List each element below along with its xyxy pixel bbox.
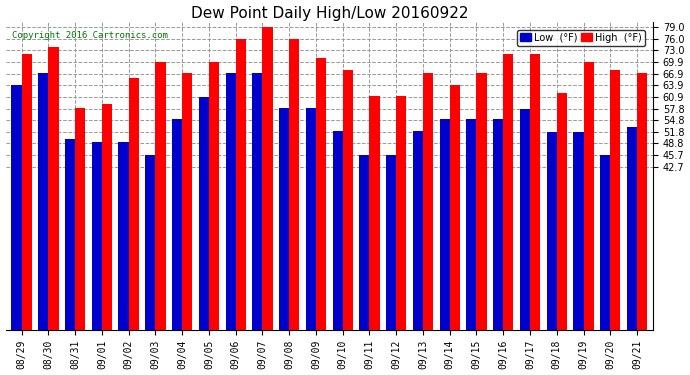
- Bar: [573, 132, 584, 330]
- Bar: [145, 155, 155, 330]
- Bar: [503, 54, 513, 330]
- Bar: [396, 96, 406, 330]
- Bar: [253, 74, 262, 330]
- Bar: [423, 74, 433, 330]
- Bar: [102, 104, 112, 330]
- Bar: [466, 120, 477, 330]
- Bar: [119, 142, 128, 330]
- Bar: [75, 108, 86, 330]
- Bar: [226, 74, 236, 330]
- Bar: [38, 74, 48, 330]
- Bar: [530, 54, 540, 330]
- Bar: [359, 155, 369, 330]
- Title: Dew Point Daily High/Low 20160922: Dew Point Daily High/Low 20160922: [190, 6, 468, 21]
- Bar: [236, 39, 246, 330]
- Bar: [627, 127, 637, 330]
- Bar: [155, 62, 166, 330]
- Bar: [637, 74, 647, 330]
- Bar: [128, 78, 139, 330]
- Bar: [306, 108, 316, 330]
- Bar: [600, 155, 610, 330]
- Bar: [65, 139, 75, 330]
- Bar: [477, 74, 486, 330]
- Bar: [48, 46, 59, 330]
- Bar: [316, 58, 326, 330]
- Bar: [386, 155, 396, 330]
- Bar: [493, 120, 503, 330]
- Bar: [369, 96, 380, 330]
- Bar: [279, 108, 289, 330]
- Bar: [520, 109, 530, 330]
- Bar: [333, 131, 343, 330]
- Text: Copyright 2016 Cartronics.com: Copyright 2016 Cartronics.com: [12, 31, 168, 40]
- Bar: [21, 54, 32, 330]
- Bar: [610, 70, 620, 330]
- Bar: [450, 86, 460, 330]
- Bar: [440, 120, 450, 330]
- Bar: [209, 62, 219, 330]
- Bar: [182, 74, 193, 330]
- Bar: [172, 120, 182, 330]
- Bar: [557, 93, 567, 330]
- Bar: [262, 27, 273, 330]
- Bar: [413, 131, 423, 330]
- Bar: [584, 62, 593, 330]
- Bar: [289, 39, 299, 330]
- Bar: [546, 132, 557, 330]
- Bar: [343, 70, 353, 330]
- Legend: Low  (°F), High  (°F): Low (°F), High (°F): [517, 30, 645, 45]
- Bar: [92, 142, 102, 330]
- Bar: [199, 97, 209, 330]
- Bar: [12, 86, 21, 330]
